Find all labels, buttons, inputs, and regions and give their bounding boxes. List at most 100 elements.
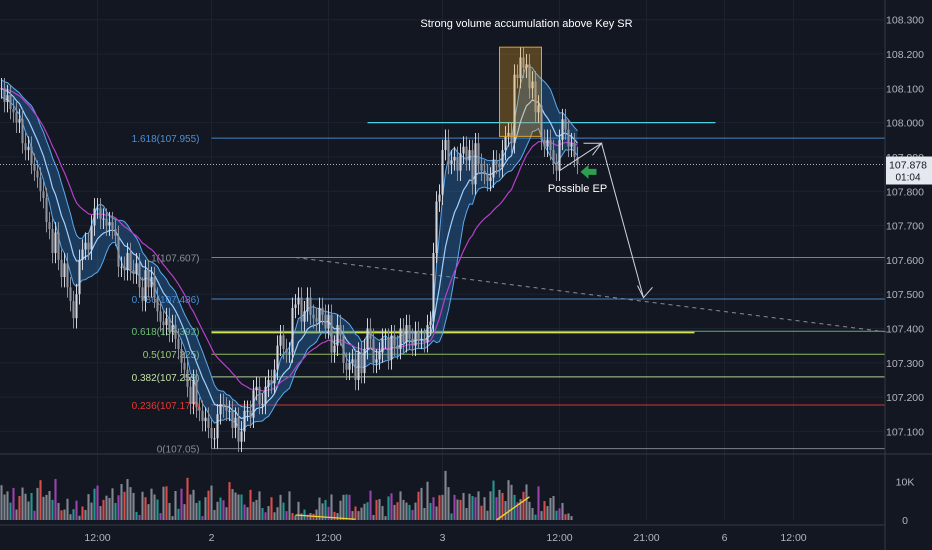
candle-body — [384, 338, 387, 340]
candle-body — [462, 146, 465, 154]
candle-body — [393, 335, 396, 346]
candle-body — [363, 349, 366, 374]
volume-bar — [564, 514, 567, 520]
volume-bar — [84, 509, 87, 520]
volume-bar — [435, 506, 438, 520]
candle-body — [18, 119, 21, 123]
volume-bar — [495, 497, 498, 520]
volume-bar — [312, 513, 315, 520]
candle-body — [444, 139, 447, 151]
candle-body — [378, 352, 381, 360]
candle-body — [261, 403, 264, 405]
volume-bar — [306, 514, 309, 520]
price-tick-label: 108.000 — [886, 118, 924, 130]
volume-bar — [450, 513, 453, 520]
volume-bar — [234, 492, 237, 520]
volume-bar — [189, 494, 192, 520]
candle-body — [447, 139, 450, 164]
candle-body — [570, 143, 573, 147]
candle-body — [522, 57, 525, 68]
volume-bar — [105, 495, 108, 520]
volume-bar — [408, 504, 411, 520]
candle-body — [237, 417, 240, 442]
volume-bar — [138, 514, 141, 520]
volume-bar — [255, 499, 258, 520]
candle-body — [321, 307, 324, 315]
volume-bar — [276, 507, 279, 520]
fibonacci-levels[interactable]: 1.618(107.955) 1(107.607) 0.786(107.486) 0.… — [0, 122, 887, 456]
volume-bar — [81, 506, 84, 520]
trend-line[interactable] — [295, 256, 887, 333]
volume-bar — [264, 512, 267, 520]
candle-body — [360, 352, 363, 374]
price-tick-label: 108.200 — [886, 49, 924, 61]
candle-body — [396, 345, 399, 350]
volume-bar — [477, 491, 480, 520]
volume-bar — [444, 470, 447, 520]
volume-box[interactable] — [499, 46, 542, 137]
volume-bar — [405, 502, 408, 520]
candle-body — [72, 301, 75, 319]
volume-bar — [51, 499, 54, 520]
candle-body — [21, 119, 24, 144]
volume-bar — [114, 502, 117, 520]
candle-body — [495, 160, 498, 164]
volume-bar — [261, 508, 264, 520]
candle-body — [351, 359, 354, 363]
volume-bar — [552, 496, 555, 520]
volume-bar — [39, 480, 42, 520]
candle-body — [282, 335, 285, 350]
candle-body — [66, 263, 69, 288]
candle-body — [144, 270, 147, 302]
volume-bar — [282, 502, 285, 520]
volume-trend-line[interactable] — [496, 496, 530, 521]
time-tick-label: 3 — [440, 532, 446, 544]
candle-body — [420, 338, 423, 340]
price-tick-label: 107.800 — [886, 186, 924, 198]
volume-bar — [249, 489, 252, 520]
candle-body — [201, 410, 204, 422]
volume-bar — [186, 477, 189, 520]
volume-bar — [366, 502, 369, 520]
volume-bar — [318, 497, 321, 520]
volume-bar — [9, 502, 12, 520]
volume-bar — [78, 515, 81, 520]
candle-body — [33, 163, 36, 171]
candle-body — [432, 253, 435, 322]
volume-bar — [417, 491, 420, 520]
candle-body — [99, 208, 102, 219]
volume-bar — [411, 509, 414, 520]
candle-body — [468, 150, 471, 161]
volume-bar — [222, 500, 225, 520]
candle-body — [129, 253, 132, 271]
candle-body — [438, 194, 441, 202]
volume-trend-line[interactable] — [295, 514, 356, 520]
candle-body — [483, 170, 486, 175]
volume-bar — [57, 502, 60, 520]
volume-bar — [297, 501, 300, 520]
price-tick-label: 107.200 — [886, 392, 924, 404]
volume-bar — [21, 487, 24, 520]
volume-bar — [561, 502, 564, 520]
drawings[interactable]: Strong volume accumulation above Key SR P… — [295, 18, 653, 521]
candle-body — [213, 438, 216, 440]
volume-bar — [399, 491, 402, 520]
candle-body — [234, 417, 237, 428]
fib-label: 1(107.607) — [151, 253, 199, 264]
candle-body — [93, 208, 96, 226]
candle-body — [510, 132, 513, 144]
candle-body — [549, 139, 552, 151]
volume-bar — [528, 501, 531, 520]
price-tick-label: 107.600 — [886, 255, 924, 267]
price-tick-label: 107.300 — [886, 358, 924, 370]
candle-body — [204, 417, 207, 422]
volume-bar — [525, 484, 528, 520]
candle-body — [546, 139, 549, 147]
candle-body — [366, 328, 369, 350]
candle-body — [306, 297, 309, 312]
volume-bar — [42, 496, 45, 520]
volume-bar — [381, 506, 384, 520]
fib-label: 0(107.05) — [157, 445, 200, 456]
volume-bar — [342, 494, 345, 520]
